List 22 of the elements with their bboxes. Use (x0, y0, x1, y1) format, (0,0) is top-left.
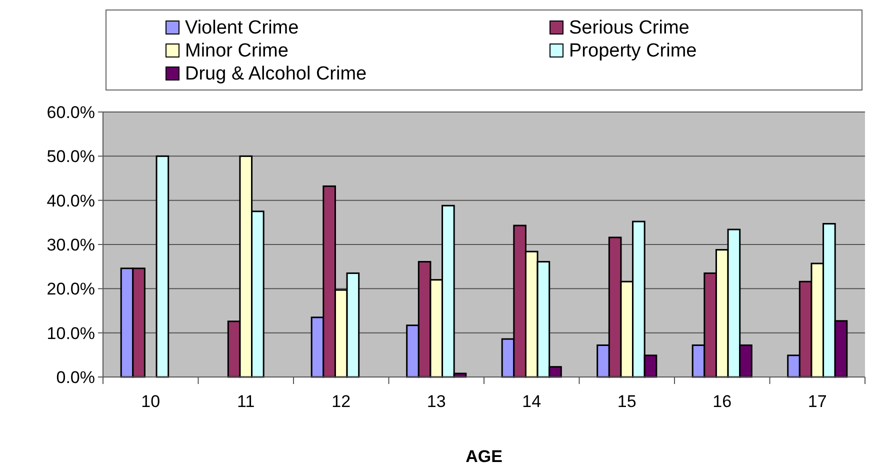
x-tick-label: 13 (426, 392, 446, 411)
x-tick-label: 12 (332, 392, 351, 411)
legend-label: Drug & Alcohol Crime (185, 64, 367, 85)
x-tick-label: 14 (522, 392, 542, 411)
legend-label: Serious Crime (569, 18, 690, 39)
bar (156, 155, 170, 378)
y-tick-label: 0.0% (56, 368, 95, 387)
legend-label: Violent Crime (185, 18, 299, 39)
x-tick-label: 10 (141, 392, 160, 411)
x-tick-label: 15 (617, 392, 636, 411)
y-tick-label: 60.0% (46, 102, 95, 122)
legend-label: Minor Crime (185, 40, 288, 62)
y-tick-label: 30.0% (46, 235, 95, 254)
x-axis-title: AGE (466, 447, 502, 466)
y-tick-label: 40.0% (46, 191, 95, 210)
y-tick-label: 50.0% (46, 147, 95, 166)
x-tick-label: 16 (712, 392, 732, 411)
y-tick-label: 20.0% (46, 280, 95, 299)
x-tick-label: 17 (808, 392, 827, 411)
x-tick-label: 11 (237, 392, 255, 411)
legend-label: Property Crime (569, 40, 697, 62)
y-tick-label: 10.0% (46, 324, 95, 343)
